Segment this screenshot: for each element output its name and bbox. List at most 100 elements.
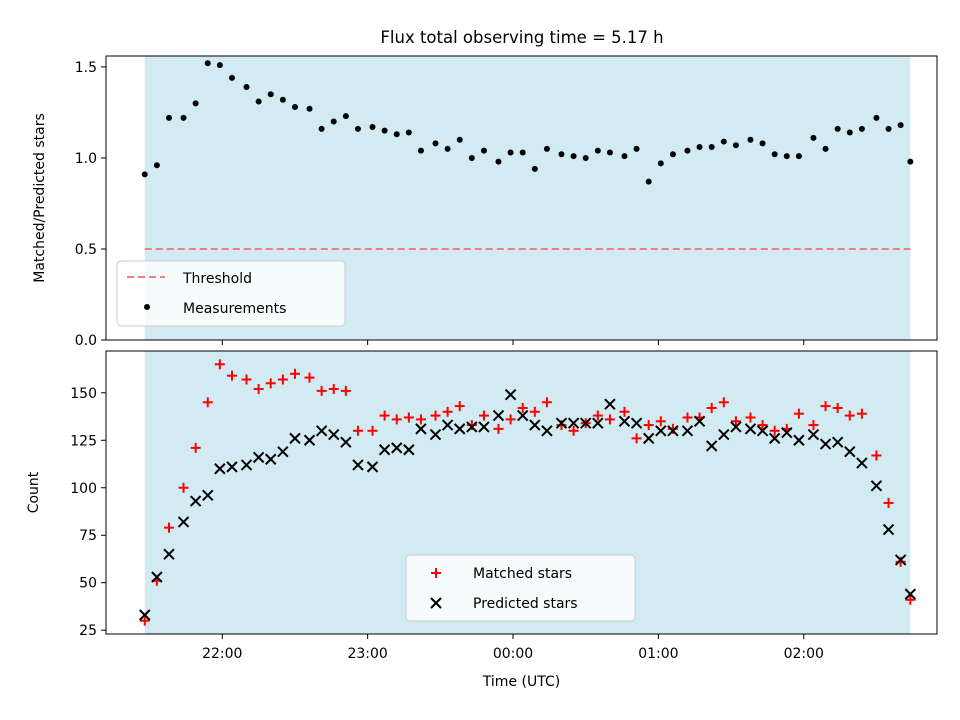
matched-star-point — [592, 410, 603, 421]
matched-star-point — [757, 420, 768, 431]
matched-star-point — [190, 442, 201, 453]
predicted-star-point — [252, 451, 265, 464]
chart-title: Flux total observing time = 5.17 h — [380, 28, 663, 47]
measurement-point — [204, 60, 211, 67]
predicted-star-point — [214, 463, 226, 475]
predicted-star-point — [454, 423, 466, 435]
measurement-point — [318, 125, 325, 132]
matched-star-point — [430, 410, 441, 421]
matched-star-point — [478, 410, 489, 421]
predicted-star-point — [681, 425, 694, 437]
predicted-star-point — [882, 523, 895, 536]
legend: Matched stars Predicted stars — [405, 554, 636, 622]
predicted-star-point — [189, 495, 202, 507]
measurement-point — [582, 154, 589, 161]
predicted-star-point — [705, 440, 718, 452]
matched-star-point — [706, 402, 717, 413]
measurement-point — [810, 134, 817, 141]
matched-star-point — [316, 385, 327, 396]
measurement-point — [342, 113, 349, 120]
matched-star-point — [265, 378, 276, 389]
x-tick-label: 01:00 — [638, 646, 678, 662]
predicted-star-point — [315, 425, 328, 437]
predicted-star-point — [793, 434, 805, 446]
y-tick-label: 25 — [79, 623, 97, 639]
measurement-point — [795, 153, 802, 160]
measurement-point — [393, 131, 400, 138]
measurement-point — [279, 96, 286, 103]
measurement-point — [480, 147, 487, 154]
measurement-point — [291, 103, 298, 110]
matched-star-point — [304, 372, 315, 383]
predicted-star-point — [391, 442, 403, 454]
predicted-star-point — [517, 409, 529, 422]
measurement-point — [228, 74, 235, 81]
matched-star-point — [718, 397, 729, 408]
measurement-point — [543, 145, 550, 152]
measurement-point — [330, 118, 337, 125]
legend-matched-label: Matched stars — [473, 566, 572, 582]
measurement-point — [873, 114, 880, 121]
x-tick-label: 23:00 — [347, 646, 387, 662]
predicted-star-point — [478, 421, 490, 433]
predicted-star-point — [277, 445, 289, 458]
axes-frame — [105, 55, 938, 341]
predicted-star-point — [403, 444, 415, 456]
matched-star-point — [895, 556, 906, 567]
matched-star-point — [289, 368, 300, 379]
measurement-point — [405, 129, 412, 136]
predicted-star-point — [730, 421, 742, 433]
matched-star-point — [667, 423, 678, 434]
measurement-point — [696, 144, 703, 151]
predicted-star-point — [265, 453, 277, 465]
x-tick-label: 02:00 — [784, 646, 824, 662]
y-tick-label: 150 — [70, 386, 97, 402]
y-tick-label: 75 — [79, 528, 97, 544]
matched-star-point — [655, 416, 666, 427]
matched-star-point — [163, 522, 174, 533]
predicted-star-point — [139, 609, 151, 621]
matched-star-point — [505, 414, 516, 425]
matched-star-point — [226, 370, 237, 381]
measurement-point — [633, 145, 640, 152]
matched-star-point — [352, 425, 363, 436]
predicted-star-point — [831, 436, 844, 448]
measurement-point — [216, 62, 223, 69]
y-tick-label: 0.5 — [75, 242, 97, 258]
measurement-point — [747, 136, 754, 143]
predicted-star-point — [529, 419, 541, 431]
measurement-point — [606, 149, 613, 156]
measurement-point — [570, 153, 577, 160]
matched-star-point — [466, 420, 477, 431]
bottom-panel: 25 50 75 100 125 150 22:00 23:00 00:00 01:00 02:00… — [26, 350, 938, 690]
matched-star-point — [844, 410, 855, 421]
predicted-star-point — [744, 423, 757, 435]
matched-star-point — [178, 482, 189, 493]
matched-star-point — [379, 410, 390, 421]
matched-star-point — [856, 408, 867, 419]
predicted-star-point — [781, 426, 793, 439]
matched-star-point — [604, 414, 615, 425]
matched-star-point — [682, 412, 693, 423]
matched-star-point — [883, 497, 894, 508]
matched-star-point — [643, 420, 654, 431]
y-tick-label: 50 — [79, 576, 97, 592]
predicted-star-point — [429, 428, 442, 441]
measurement-point — [621, 153, 628, 160]
matched-star-point — [202, 397, 213, 408]
measurement-point — [255, 98, 262, 105]
measurement-point — [907, 158, 914, 165]
measurement-point — [444, 145, 451, 152]
measurement-point — [141, 171, 148, 178]
measurement-point — [669, 151, 676, 158]
y-tick-label: 0.0 — [75, 333, 97, 349]
top-panel: 0.0 0.5 1.0 1.5 Matched/Predicted stars Thres… — [32, 55, 938, 349]
legend-threshold-label: Threshold — [182, 271, 252, 287]
matched-star-point — [769, 425, 780, 436]
matched-star-point — [745, 412, 756, 423]
matched-star-point — [454, 401, 465, 412]
predicted-star-point — [894, 554, 907, 566]
matched-star-point — [517, 402, 528, 413]
predicted-star-point — [163, 548, 175, 560]
predicted-star-point — [466, 421, 478, 433]
